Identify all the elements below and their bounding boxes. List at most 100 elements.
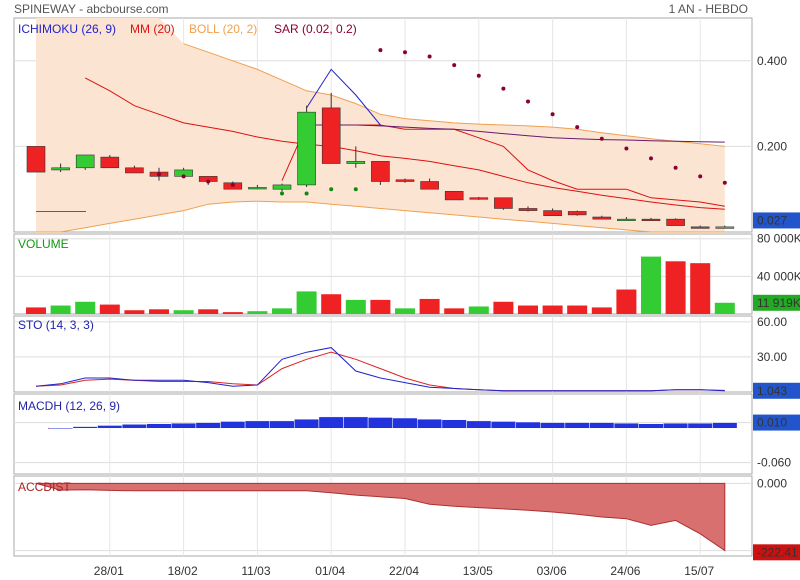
x-axis-label: 03/06 <box>537 564 567 578</box>
accdist-title: ACCDIST <box>18 480 71 494</box>
sar-dot <box>624 146 629 151</box>
mm-line <box>84 77 725 210</box>
candle-body <box>346 161 366 164</box>
candle-body <box>469 197 489 200</box>
chart-source-title: SPINEWAY - abcbourse.com <box>14 2 169 16</box>
volume-title: VOLUME <box>18 237 69 251</box>
bollinger-upper-line <box>183 43 725 147</box>
candle-body <box>100 156 120 169</box>
candle-body <box>420 181 439 190</box>
volume-bar <box>641 256 661 314</box>
volume-bar <box>370 299 391 314</box>
price-ytick-label: 0.200 <box>757 139 787 153</box>
sar-dot <box>280 191 284 196</box>
accdist-last-value: -222.41 <box>757 545 798 559</box>
candle-body <box>666 218 685 226</box>
candle-body <box>543 210 562 217</box>
macdh-bar <box>269 420 295 429</box>
candle-body <box>272 184 292 190</box>
x-axis-label: 11/03 <box>241 564 270 578</box>
accdist-last-value-bg <box>753 544 800 561</box>
volume-bar <box>444 308 465 314</box>
sar-dot <box>722 180 727 185</box>
volume-bar <box>345 299 366 314</box>
macdh-bar <box>663 422 689 429</box>
macdh-bar <box>367 417 393 429</box>
volume-ytick-label: 40 000K <box>757 269 800 283</box>
volume-bar <box>75 301 96 314</box>
sar-dot <box>378 48 383 53</box>
macdh-bar <box>72 426 98 429</box>
x-axis-label: 28/01 <box>94 564 124 578</box>
candle-body <box>641 218 661 221</box>
volume-bar <box>542 305 563 314</box>
candle-body <box>297 111 316 186</box>
sar-dot <box>206 179 211 184</box>
volume-bar <box>321 294 342 314</box>
volume-bar <box>419 298 440 314</box>
legend-entry: MM (20) <box>130 22 175 36</box>
macdh-bar <box>417 418 443 429</box>
sto-ytick-label: 30.00 <box>757 350 787 364</box>
sar-dot <box>353 187 358 192</box>
volume-bar <box>690 263 711 314</box>
candle-body <box>444 191 464 201</box>
ichimoku-line <box>306 68 381 126</box>
candle-body <box>26 146 46 173</box>
sar-dot <box>157 172 161 177</box>
candle-body <box>248 187 267 190</box>
macdh-bar <box>171 422 197 429</box>
volume-bar <box>173 310 194 314</box>
legend-entry: SAR (0.02, 0.2) <box>274 22 357 36</box>
macdh-bar <box>589 422 615 429</box>
candle-body <box>371 161 390 182</box>
volume-bar <box>222 312 243 314</box>
chart-period: 1 AN - HEBDO <box>668 2 748 16</box>
volume-bar <box>99 304 120 314</box>
macdh-bar <box>466 420 492 429</box>
macdh-panel <box>13 393 753 475</box>
ichimoku-base-line <box>306 124 725 143</box>
candle-body <box>518 208 538 211</box>
x-axis-label: 18/02 <box>168 564 198 578</box>
macdh-bar <box>97 425 123 429</box>
macdh-bar <box>638 423 664 429</box>
accdist-ytick-label: 0.000 <box>757 476 787 490</box>
macdh-bar <box>294 418 320 429</box>
volume-bar <box>567 305 588 314</box>
sar-dot <box>427 54 432 59</box>
sar-dot <box>452 63 457 68</box>
volume-bar <box>124 310 145 314</box>
volume-bar <box>616 289 637 314</box>
legend-entry: BOLL (20, 2) <box>189 22 257 36</box>
candle-body <box>494 197 513 209</box>
candle-body <box>321 107 341 164</box>
volume-bar <box>518 305 538 314</box>
sar-dot <box>476 73 481 78</box>
accdist-area <box>35 482 726 552</box>
volume-bar <box>665 261 686 314</box>
sar-dot <box>599 136 604 141</box>
macdh-bar <box>613 422 639 429</box>
macdh-bar <box>515 421 541 429</box>
macdh-bar <box>540 422 566 429</box>
volume-bar <box>272 308 292 314</box>
volume-last-value-bg <box>753 294 800 311</box>
macdh-bar <box>220 421 246 429</box>
sto-ytick-label: 60.00 <box>757 315 787 329</box>
sar-dot <box>304 191 309 196</box>
candle-body <box>715 226 735 229</box>
sto-last-value-bg <box>753 382 800 399</box>
macdh-bar <box>392 417 418 429</box>
sto-panel <box>13 315 753 393</box>
macdh-bar <box>121 424 147 429</box>
sar-dot <box>501 86 506 91</box>
macdh-bar <box>244 420 270 429</box>
sar-dot <box>673 165 678 170</box>
candle-body <box>51 167 70 171</box>
macdh-last-value: 0.010 <box>757 416 787 430</box>
macdh-ytick-label: -0.060 <box>757 456 791 470</box>
macdh-bar <box>490 421 516 429</box>
volume-bar <box>395 308 415 314</box>
sar-dot <box>575 125 580 130</box>
